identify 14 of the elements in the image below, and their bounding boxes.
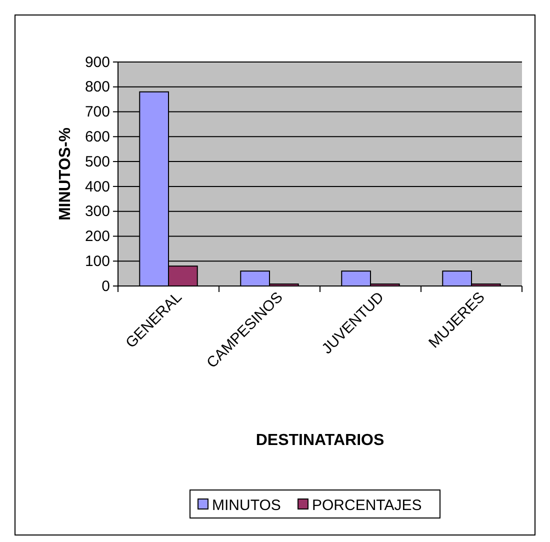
y-tick-label: 400 — [84, 178, 110, 196]
y-axis-title: MINUTOS-% — [57, 127, 74, 221]
legend-label: MINUTOS — [212, 497, 281, 514]
y-tick-label: 600 — [84, 128, 110, 146]
y-tick-label: 200 — [84, 228, 110, 246]
y-tick-label: 800 — [84, 78, 110, 96]
legend-label: PORCENTAJES — [312, 497, 422, 514]
y-tick-label: 100 — [84, 252, 110, 270]
y-tick-label: 0 — [102, 278, 110, 295]
y-tick-label: 900 — [84, 54, 110, 71]
y-tick-label: 500 — [84, 153, 110, 170]
x-axis-title: DESTINATARIOS — [256, 432, 384, 449]
y-tick-label: 300 — [84, 203, 110, 220]
y-tick-label: 700 — [84, 104, 110, 121]
